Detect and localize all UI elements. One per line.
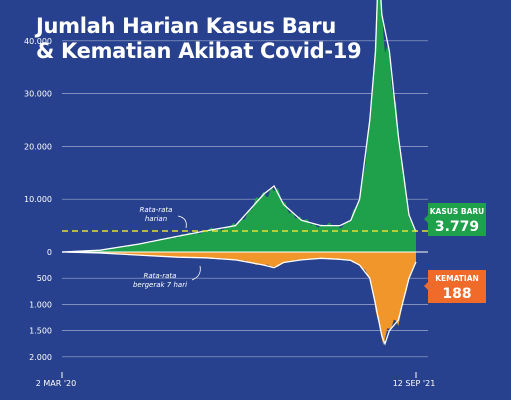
annotation-moving-average-line1: Rata-rata <box>144 272 177 280</box>
annotation-daily-average-line1: Rata-rata <box>140 206 173 214</box>
deaths-moving-average-line <box>61 251 417 346</box>
y-tick-label: 30.000 <box>24 90 52 99</box>
annotation-moving-average: Rata-rata bergerak 7 hari <box>133 265 201 289</box>
badge-cases-background <box>428 203 486 236</box>
badge-cases-pointer <box>424 215 428 223</box>
deaths-area <box>62 252 416 345</box>
badge-deaths-value: 188 <box>442 286 471 302</box>
y-tick-label: 1.000 <box>29 300 52 309</box>
badge-cases-value: 3.779 <box>435 219 479 235</box>
annotation-moving-average-arrow <box>191 265 201 281</box>
annotation-daily-average-line2: harian <box>145 215 167 223</box>
chart-title: Jumlah Harian Kasus Baru & Kematian Akib… <box>36 14 362 64</box>
badge-deaths-background <box>428 270 486 303</box>
cases-area <box>62 0 416 252</box>
y-tick-label: 2.000 <box>29 353 52 362</box>
chart-title-line2: & Kematian Akibat Covid-19 <box>36 39 362 63</box>
badge-deaths-label: KEMATIAN <box>435 274 479 283</box>
annotation-daily-average-arrow <box>177 215 187 229</box>
y-tick-label: 20.000 <box>24 142 52 151</box>
y-tick-label: 500 <box>37 274 52 283</box>
badge-deaths-pointer <box>424 282 428 290</box>
gridlines <box>62 40 428 358</box>
x-label-start: 2 MAR '20 <box>36 379 77 388</box>
y-tick-label: 0 <box>47 248 52 257</box>
y-tick-label: 1.500 <box>29 327 52 336</box>
badge-cases-label: KASUS BARU <box>430 207 485 216</box>
cases-moving-average-line <box>61 0 417 253</box>
chart-title-line1: Jumlah Harian Kasus Baru <box>36 14 336 38</box>
badge-cases: KASUS BARU 3.779 <box>424 203 486 236</box>
x-label-end: 12 SEP '21 <box>393 379 436 388</box>
y-tick-label: 40.000 <box>24 37 52 46</box>
annotation-moving-average-line2: bergerak 7 hari <box>133 281 187 289</box>
badge-deaths: KEMATIAN 188 <box>424 270 486 303</box>
y-tick-labels: 60.00050.00040.00030.00020.00010.0000500… <box>24 37 52 362</box>
annotation-daily-average: Rata-rata harian <box>140 206 187 229</box>
y-tick-label: 10.000 <box>24 195 52 204</box>
